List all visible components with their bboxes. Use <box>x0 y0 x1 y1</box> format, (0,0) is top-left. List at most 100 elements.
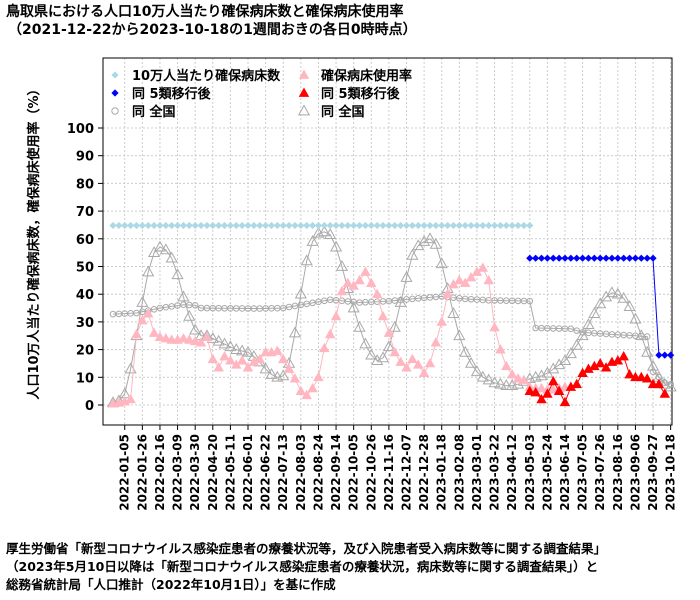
usage_pref-point <box>184 334 195 344</box>
beds_pref_post-point <box>643 254 651 262</box>
usage_national-point <box>288 326 302 338</box>
beds_pref-point <box>490 221 499 230</box>
legend-marker <box>298 87 310 97</box>
y-tick-label: 100 <box>67 122 94 137</box>
source-line-2: （2023年5月10日以降は「新型コロナウイルス感染症患者の療養状況，病床数等に… <box>6 559 599 574</box>
beds_pref-point <box>262 221 270 230</box>
usage_national-point <box>406 248 419 260</box>
beds_pref-point <box>191 221 199 230</box>
usage_pref-point <box>401 362 412 372</box>
beds_pref-point <box>173 221 182 230</box>
usage_national-point <box>611 287 624 299</box>
x-tick-label: 2022-01-05 <box>118 434 132 511</box>
usage_pref-point <box>459 277 471 287</box>
usage_national-point <box>617 291 630 303</box>
usage_national-point <box>218 337 231 349</box>
beds_pref_post-point <box>561 254 569 262</box>
beds_pref-point <box>109 221 117 230</box>
usage_pref-point <box>418 367 430 377</box>
x-tick-label: 2023-07-26 <box>593 434 607 511</box>
legend-label: 同 5類移行後 <box>132 86 212 102</box>
beds_pref-point <box>332 221 340 230</box>
beds_pref-point <box>520 221 528 230</box>
usage_pref_post-point <box>583 363 594 373</box>
usage_national-point <box>329 240 343 252</box>
beds_pref_post-point <box>596 254 604 262</box>
usage_pref-point <box>160 333 172 343</box>
plot-frame <box>102 57 673 426</box>
beds_pref_post-point <box>608 254 616 262</box>
usage_national-point <box>576 329 589 341</box>
x-tick-label: 2022-10-05 <box>347 434 361 511</box>
beds_pref_post-point <box>637 254 645 262</box>
usage_national-point <box>212 334 225 346</box>
legend-marker <box>298 69 310 79</box>
beds_pref-point <box>150 221 158 230</box>
usage_pref-point <box>512 373 524 383</box>
beds_pref_post-point <box>655 351 663 359</box>
beds_pref-point <box>220 221 229 230</box>
chart-subtitle: （2021-12-22から2023-10-18の1週間おきの各日0時時点） <box>8 22 417 38</box>
beds_pref_post-point <box>549 254 557 262</box>
usage_national-point <box>429 237 442 249</box>
x-tick-label: 2022-09-14 <box>329 434 343 511</box>
beds_pref-point <box>267 221 276 230</box>
usage_national-point <box>142 265 155 277</box>
usage_pref-point <box>254 353 265 364</box>
usage_pref-point <box>330 310 342 321</box>
beds_pref-point <box>132 221 141 230</box>
beds_pref-point <box>508 221 516 230</box>
usage_pref_post-point <box>641 373 653 383</box>
x-tick-label: 2023-04-12 <box>505 434 519 511</box>
usage_pref-point <box>207 353 219 364</box>
usage_pref-point <box>465 272 477 282</box>
beds_pref-point <box>127 221 135 230</box>
usage_pref-point <box>307 382 318 393</box>
beds_pref-point <box>320 221 328 230</box>
beds_pref_post-point <box>661 351 669 359</box>
usage_national-point <box>582 318 595 330</box>
beds_pref-point <box>361 221 370 230</box>
y-tick-label: 0 <box>85 399 94 414</box>
beds_pref-point <box>502 221 510 230</box>
usage_pref_post-point <box>524 385 535 395</box>
usage_national-point <box>171 268 184 280</box>
usage_pref-point <box>354 274 365 285</box>
beds_pref-point <box>496 221 505 230</box>
legend-marker <box>111 107 119 115</box>
beds_national-point <box>567 325 575 333</box>
usage_pref-point <box>389 346 400 357</box>
beds_pref-point <box>308 221 317 230</box>
beds_pref-point <box>179 221 188 230</box>
usage_national-point <box>371 354 384 366</box>
usage_pref-point <box>395 356 406 366</box>
usage_pref-point <box>430 337 442 347</box>
x-tick-label: 2022-12-28 <box>417 434 431 511</box>
beds_pref-point <box>285 221 293 230</box>
usage_pref-point <box>137 315 148 325</box>
usage_pref-point <box>536 382 547 393</box>
usage_pref-point <box>436 316 447 326</box>
usage_national-point <box>153 240 167 252</box>
beds_pref-point <box>203 221 211 230</box>
beds_pref_post-point <box>620 254 628 262</box>
usage_national-point <box>400 271 413 282</box>
beds_pref-point <box>338 221 346 230</box>
beds_national-point <box>649 368 657 376</box>
usage_pref_post-point <box>653 378 665 389</box>
beds_pref-point <box>408 221 416 230</box>
x-tick-label: 2023-10-18 <box>664 434 678 511</box>
y-tick-label: 30 <box>76 316 94 331</box>
beds_pref_post-point <box>579 254 587 262</box>
beds_national-point <box>667 380 674 388</box>
y-tick-label: 60 <box>76 233 94 248</box>
beds_pref-point <box>144 221 152 230</box>
usage_national-point <box>183 309 196 321</box>
usage_national-point <box>335 259 349 271</box>
usage_pref-point <box>477 262 489 272</box>
usage_national-point <box>482 373 495 385</box>
usage_pref-point <box>518 374 530 384</box>
usage_pref-point <box>424 357 436 368</box>
usage_pref-point <box>283 363 295 373</box>
x-tick-label: 2023-06-14 <box>558 434 572 511</box>
